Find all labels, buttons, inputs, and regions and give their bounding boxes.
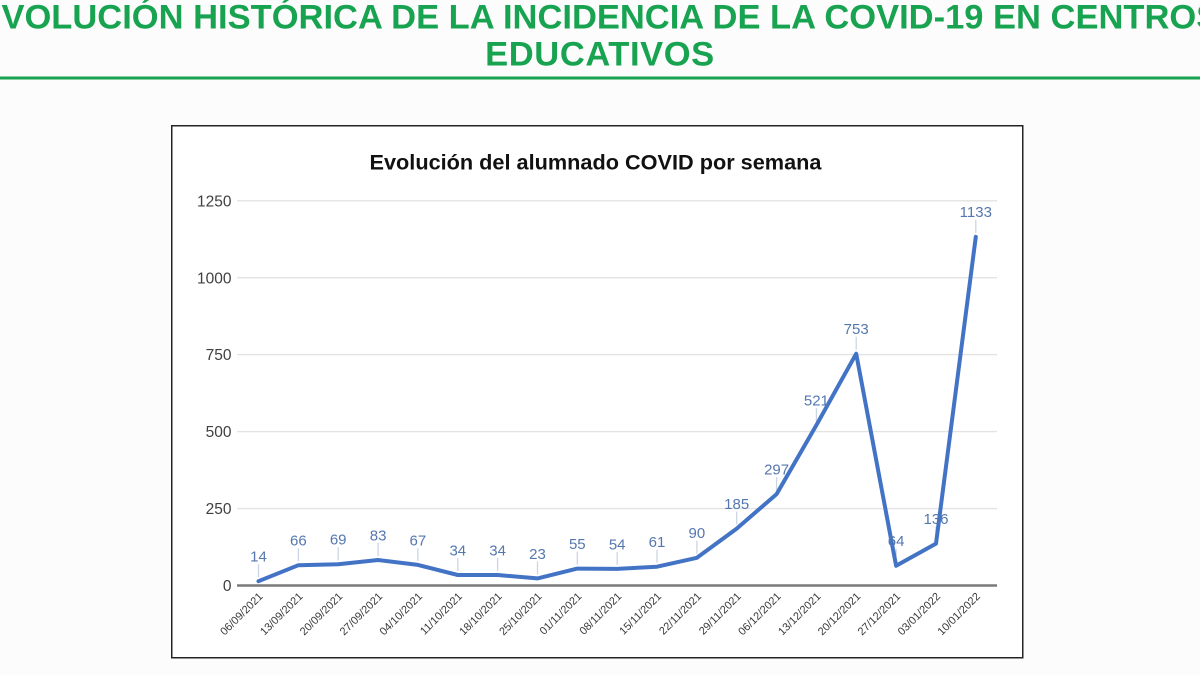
svg-text:61: 61 (649, 534, 666, 551)
svg-text:VOLUCIÓN HISTÓRICA DE LA INCID: VOLUCIÓN HISTÓRICA DE LA INCIDENCIA DE L… (1, 0, 1200, 37)
svg-text:0: 0 (223, 578, 232, 595)
svg-text:90: 90 (689, 525, 706, 542)
svg-text:64: 64 (888, 533, 905, 550)
svg-text:136: 136 (923, 511, 948, 528)
svg-text:297: 297 (764, 462, 789, 479)
svg-text:83: 83 (370, 527, 387, 544)
svg-text:500: 500 (206, 424, 232, 441)
svg-text:23: 23 (529, 546, 546, 563)
svg-text:521: 521 (804, 393, 829, 410)
svg-text:1000: 1000 (197, 270, 232, 287)
svg-text:54: 54 (609, 536, 626, 553)
svg-text:34: 34 (449, 542, 466, 559)
svg-text:750: 750 (206, 347, 232, 364)
svg-text:34: 34 (489, 542, 506, 559)
svg-text:Evolución del alumnado COVID p: Evolución del alumnado COVID por semana (370, 150, 823, 175)
svg-text:753: 753 (844, 321, 869, 338)
svg-text:1250: 1250 (197, 193, 232, 210)
svg-text:55: 55 (569, 536, 586, 553)
svg-text:67: 67 (410, 532, 427, 549)
svg-text:66: 66 (290, 533, 307, 550)
svg-text:185: 185 (724, 496, 749, 513)
svg-text:69: 69 (330, 532, 347, 549)
svg-text:1133: 1133 (960, 204, 992, 221)
svg-text:EDUCATIVOS: EDUCATIVOS (485, 36, 715, 74)
svg-text:14: 14 (250, 549, 267, 566)
svg-text:250: 250 (206, 501, 232, 518)
